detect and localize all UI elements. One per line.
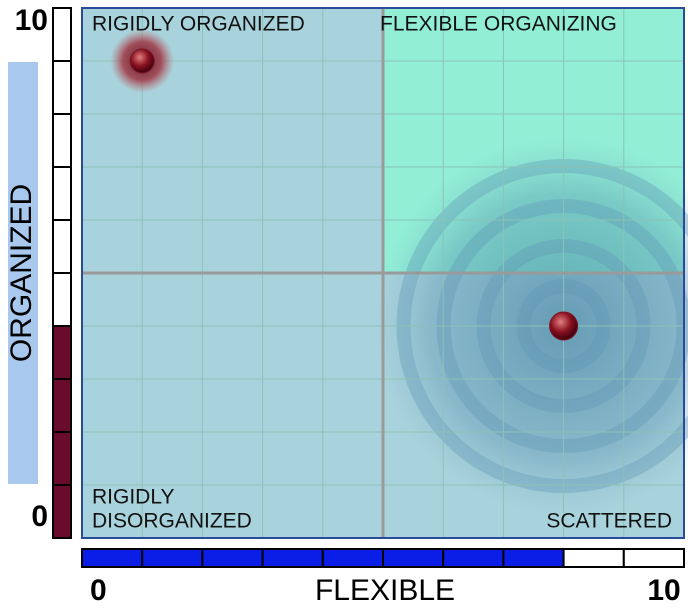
y-gauge-segment [52, 272, 72, 327]
x-gauge-segment [622, 548, 685, 568]
y-gauge-segment [52, 60, 72, 115]
quadrant-label: FLEXIBLE ORGANIZING [380, 13, 617, 36]
y-gauge-segment [52, 378, 72, 433]
x-gauge-segment [201, 548, 264, 568]
x-gauge-segment [141, 548, 204, 568]
quadrant-label: RIGIDLY [92, 486, 174, 509]
y-gauge-segment [52, 325, 72, 380]
plot-border [81, 7, 685, 539]
x-gauge-segment [261, 548, 324, 568]
x-axis-label: FLEXIBLE [315, 574, 455, 607]
quadrant-label: SCATTERED [546, 510, 672, 533]
y-label-band [8, 62, 38, 484]
y-gauge-segment [52, 7, 72, 62]
y-gauge-segment [52, 484, 72, 539]
x-tick-label: 0 [90, 574, 107, 607]
x-gauge-segment [81, 548, 144, 568]
x-gauge-segment [502, 548, 565, 568]
y-gauge-segment [52, 431, 72, 486]
y-axis-label: ORGANIZED [5, 184, 38, 362]
y-gauge-segment [52, 219, 72, 274]
x-gauge-segment [562, 548, 625, 568]
quadrant-label: DISORGANIZED [92, 510, 252, 533]
point [129, 48, 155, 74]
x-gauge-segment [442, 548, 505, 568]
y-gauge-segment [52, 113, 72, 168]
x-tick-label: 10 [647, 574, 680, 607]
x-gauge-segment [382, 548, 445, 568]
x-gauge-segment [321, 548, 384, 568]
quadrant-label: RIGIDLY ORGANIZED [92, 13, 305, 36]
point [549, 311, 579, 341]
y-gauge-segment [52, 166, 72, 221]
y-tick-label: 10 [15, 4, 48, 37]
y-tick-label: 0 [31, 500, 48, 533]
